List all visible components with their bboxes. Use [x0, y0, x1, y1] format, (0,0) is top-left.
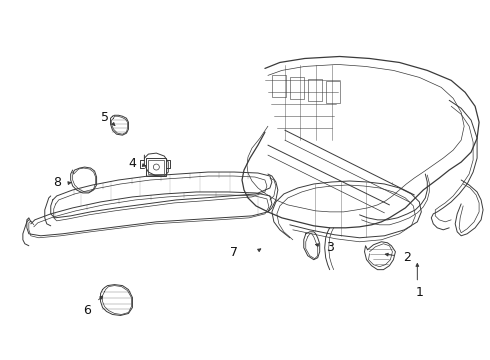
Bar	[272, 75, 286, 97]
Text: 5: 5	[100, 111, 109, 124]
Text: 3: 3	[326, 241, 334, 254]
Bar	[326, 81, 340, 103]
Bar	[308, 80, 322, 101]
Text: 7: 7	[230, 246, 238, 259]
Bar	[290, 77, 304, 99]
Bar	[147, 158, 166, 176]
Text: 6: 6	[83, 304, 91, 317]
Bar	[148, 160, 164, 174]
Text: 1: 1	[416, 286, 423, 299]
Text: 4: 4	[128, 157, 136, 170]
Text: 8: 8	[53, 176, 61, 189]
Text: 2: 2	[403, 251, 411, 264]
